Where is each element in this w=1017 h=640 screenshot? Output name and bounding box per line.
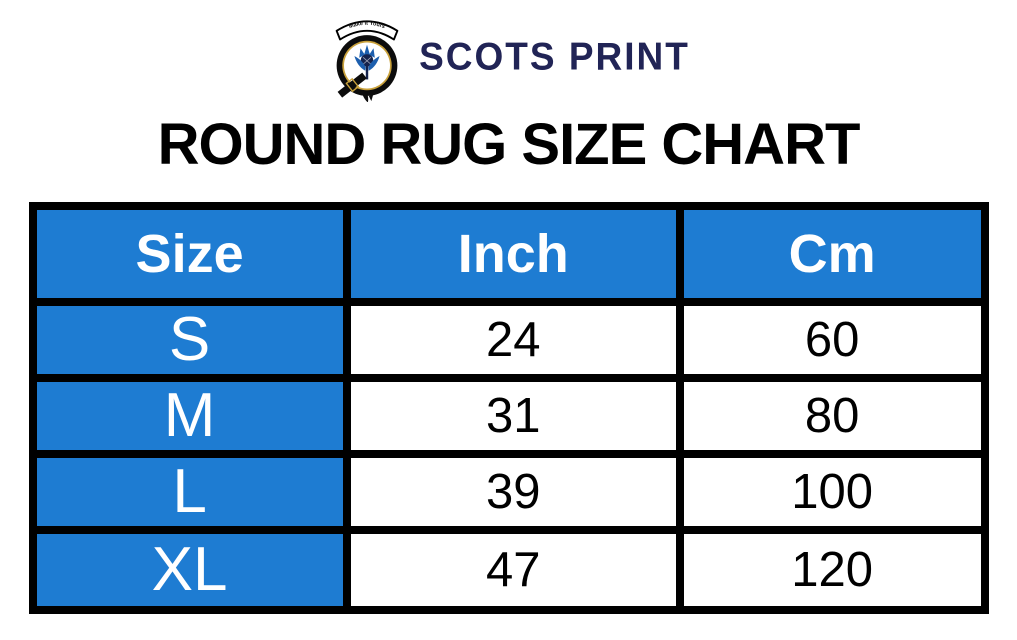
svg-text:Make It Yours: Make It Yours [348, 21, 385, 30]
size-chart-table: Size Inch Cm S 24 60 M 31 80 L 39 100 [28, 202, 989, 614]
page-title: ROUND RUG SIZE CHART [157, 112, 861, 177]
cm-value: 100 [675, 450, 989, 534]
strap-tail [362, 94, 369, 102]
cm-value: 60 [675, 298, 989, 382]
column-header-inch: Inch [342, 202, 684, 306]
table-row-l: L 39 100 [28, 450, 989, 534]
column-header-size: Size [28, 202, 351, 306]
brand-name: SCOTS PRINT [419, 34, 690, 78]
table-row-xl: XL 47 120 [28, 526, 989, 614]
belt-buckle [337, 72, 367, 98]
thistle-icon [354, 44, 380, 80]
column-header-cm: Cm [675, 202, 989, 306]
size-label: M [28, 374, 351, 458]
brand-header: Make It Yours [0, 0, 1017, 102]
inch-value: 39 [342, 450, 684, 534]
size-label: S [28, 298, 351, 382]
table-row-m: M 31 80 [28, 374, 989, 458]
strap-tail [368, 95, 374, 102]
size-label: L [28, 450, 351, 534]
inch-value: 24 [342, 298, 684, 382]
cm-value: 80 [675, 374, 989, 458]
inch-value: 47 [342, 526, 684, 614]
banner-text: Make It Yours [348, 21, 385, 30]
size-label: XL [28, 526, 351, 614]
header-row: Size Inch Cm [28, 202, 989, 306]
inch-value: 31 [342, 374, 684, 458]
table-row-s: S 24 60 [28, 298, 989, 382]
clan-crest-icon: Make It Yours [335, 20, 399, 102]
cm-value: 120 [675, 526, 989, 614]
banner-ribbon [335, 20, 399, 41]
